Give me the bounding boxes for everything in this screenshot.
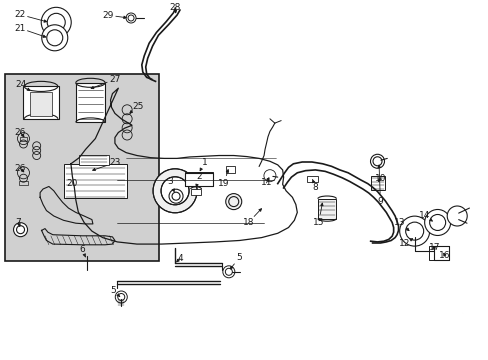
Bar	[428, 246, 448, 260]
Bar	[184, 172, 213, 186]
Bar	[30, 92, 52, 116]
Circle shape	[370, 154, 384, 168]
Circle shape	[399, 216, 429, 246]
Text: 27: 27	[109, 75, 121, 84]
Text: 9: 9	[377, 197, 383, 206]
Text: 24: 24	[15, 80, 26, 89]
Text: 8: 8	[312, 183, 318, 192]
Text: 5: 5	[110, 287, 116, 295]
Text: 16: 16	[438, 251, 450, 260]
Bar	[76, 83, 105, 122]
Text: 15: 15	[312, 218, 324, 227]
Text: 3: 3	[167, 177, 173, 186]
Text: 28: 28	[169, 3, 181, 12]
Text: 22: 22	[14, 10, 25, 19]
Bar	[225, 166, 234, 173]
Bar	[23, 86, 59, 119]
Bar	[317, 199, 336, 219]
Bar	[19, 181, 28, 185]
Text: 18: 18	[242, 218, 254, 227]
Text: 26: 26	[15, 128, 26, 137]
Text: 23: 23	[109, 158, 121, 167]
Text: 6: 6	[79, 245, 85, 253]
Circle shape	[41, 7, 71, 37]
Bar	[306, 176, 317, 182]
Text: 4: 4	[177, 254, 183, 263]
Circle shape	[169, 189, 183, 203]
Text: 10: 10	[374, 174, 386, 183]
Text: 5: 5	[236, 253, 242, 262]
Circle shape	[14, 223, 27, 237]
Text: 2: 2	[196, 172, 202, 181]
Circle shape	[161, 177, 189, 205]
Bar	[190, 189, 201, 195]
Bar	[79, 155, 108, 165]
Circle shape	[424, 210, 450, 235]
Text: 17: 17	[427, 243, 439, 252]
Text: 20: 20	[66, 179, 78, 188]
Text: 21: 21	[14, 23, 25, 32]
Text: 29: 29	[102, 10, 113, 19]
Text: 1: 1	[201, 158, 207, 167]
Bar	[370, 176, 385, 190]
Bar	[5, 74, 159, 261]
Text: 26: 26	[15, 164, 26, 173]
Circle shape	[225, 194, 241, 210]
Bar	[20, 137, 27, 141]
Text: 14: 14	[418, 211, 429, 220]
Circle shape	[41, 25, 68, 51]
Circle shape	[447, 206, 466, 226]
Circle shape	[153, 169, 197, 213]
Bar	[63, 164, 127, 198]
Text: 7: 7	[16, 218, 21, 227]
Text: 19: 19	[218, 179, 229, 188]
Text: 11: 11	[260, 178, 272, 187]
Text: 25: 25	[132, 102, 143, 111]
Text: 12: 12	[398, 239, 410, 248]
Text: 13: 13	[393, 218, 405, 227]
